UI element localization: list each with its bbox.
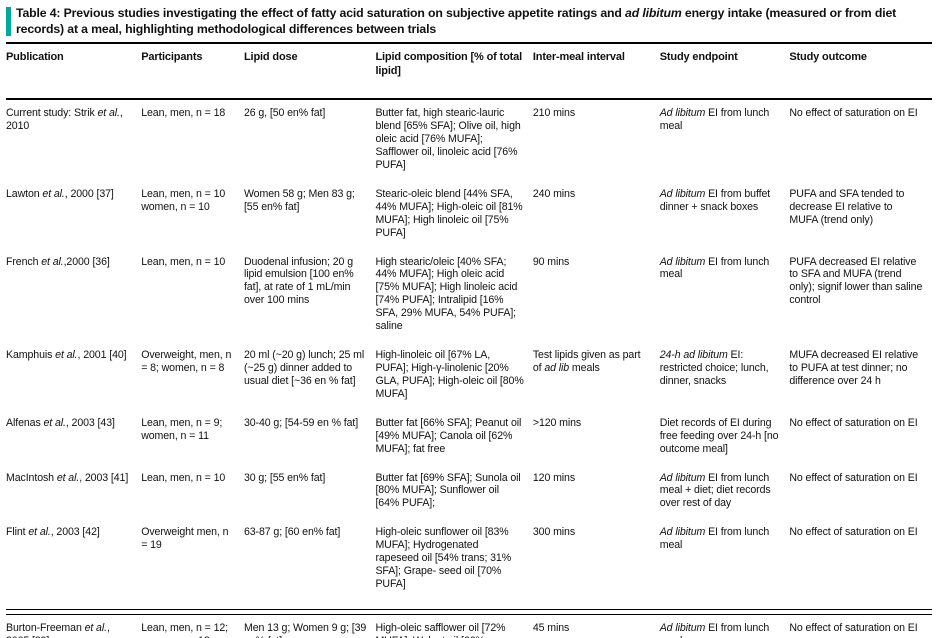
table-row: Burton-Freeman et al., 2005 [39] Lean, me… [6, 614, 932, 638]
cell-study-outcome: No effect of saturation on EI [789, 526, 918, 539]
cell-study-endpoint: Ad libitum EI from buffet dinner + snack… [659, 187, 771, 213]
table-row: French et al.,2000 [36] Lean, men, n = 10… [6, 249, 932, 343]
table-row: Current study: Strik et al., 2010 Lean, m… [6, 99, 932, 181]
cell-participants: Overweight men, n = 19 [141, 526, 229, 552]
table-row: Lawton et al., 2000 [37] Lean, men, n = 1… [6, 181, 932, 249]
cell-lipid-composition: High-oleic sunflower oil [83% MUFA]; Hyd… [375, 526, 512, 590]
cell-inter-meal-interval: 120 mins [532, 471, 576, 484]
cell-lipid-dose: 63-87 g; [60 en% fat] [243, 526, 341, 539]
table-row: Alfenas et al., 2003 [43] Lean, men, n = … [6, 410, 932, 465]
column-header: Study endpoint [659, 44, 790, 101]
cell-lipid-dose: 26 g, [50 en% fat] [243, 107, 326, 120]
cell-study-endpoint: 24-h ad libitum EI: restricted choice; l… [659, 349, 769, 387]
cell-study-endpoint: Diet records of EI during free feeding o… [659, 416, 779, 455]
table-caption: Table 4: Previous studies investigating … [6, 5, 932, 37]
cell-study-outcome: PUFA decreased EI relative to SFA and MU… [789, 255, 923, 307]
cell-inter-meal-interval: 240 mins [532, 187, 576, 200]
column-header: Inter-meal interval [532, 44, 660, 101]
cell-lipid-composition: High stearic/oleic [40% SFA; 44% MUFA]; … [375, 255, 518, 333]
cell-study-endpoint: Ad libitum EI from lunch meal [659, 107, 770, 133]
cell-inter-meal-interval: 300 mins [532, 526, 576, 539]
cell-lipid-composition: High-linoleic oil [67% LA, PUFA]; High-γ… [375, 349, 524, 400]
studies-table: Publication Participants Lipid dose Lipid c… [6, 44, 932, 638]
cell-lipid-dose: 20 ml (~20 g) lunch; 25 ml (~25 g) dinne… [243, 349, 365, 387]
column-header: Lipid composition [% of total lipid] [375, 44, 533, 101]
header-row: Publication Participants Lipid dose Lipid c… [6, 44, 932, 101]
table-row: Flint et al., 2003 [42] Overweight men, n… [6, 519, 932, 609]
cell-study-outcome: No effect of saturation on EI [789, 471, 918, 484]
cell-participants: Lean, men, n = 10 [141, 255, 226, 268]
table-title: Table 4: Previous studies investigating … [16, 6, 897, 37]
cell-publication: Alfenas et al., 2003 [43] [6, 416, 115, 429]
table-row: MacIntosh et al., 2003 [41] Lean, men, n … [6, 465, 932, 520]
cell-inter-meal-interval: Test lipids given as part of ad lib meal… [532, 349, 641, 374]
cell-participants: Lean, men, n = 12; women, n = 13 [141, 621, 229, 638]
cell-inter-meal-interval: >120 mins [532, 416, 582, 429]
cell-inter-meal-interval: 210 mins [532, 107, 576, 120]
cell-study-outcome: MUFA decreased EI relative to PUFA at te… [789, 349, 919, 387]
column-header: Study outcome [789, 44, 932, 101]
cell-inter-meal-interval: 90 mins [532, 255, 570, 268]
cell-publication: Kamphuis et al., 2001 [40] [6, 349, 127, 362]
column-header: Lipid dose [243, 44, 376, 101]
cell-lipid-dose: Women 58 g; Men 83 g; [55 en% fat] [243, 187, 355, 213]
section-divider-rule [6, 608, 932, 615]
cell-study-endpoint: Ad libitum EI from lunch meal [659, 526, 770, 552]
cell-study-outcome: No effect of saturation on EI [789, 621, 918, 634]
cell-lipid-dose: Men 13 g; Women 9 g; [39 en% fat] [243, 621, 367, 638]
caption-accent-bar [6, 7, 11, 36]
cell-lipid-composition: High-oleic safflower oil [72% MUFA]; Wal… [375, 621, 506, 638]
table-header: Publication Participants Lipid dose Lipid c… [6, 44, 932, 101]
cell-lipid-composition: Butter fat [66% SFA]; Peanut oil [49% MU… [375, 416, 522, 455]
cell-study-outcome: No effect of saturation on EI [789, 107, 918, 120]
cell-study-endpoint: Ad libitum EI from lunch meal [659, 255, 770, 281]
cell-publication: Lawton et al., 2000 [37] [6, 187, 114, 200]
cell-lipid-dose: Duodenal infusion; 20 g lipid emulsion [… [243, 255, 354, 307]
cell-lipid-composition: Butter fat, high stearic-lauric blend [6… [375, 107, 521, 171]
section-divider [6, 608, 932, 615]
column-header: Publication [6, 44, 142, 101]
column-header: Participants [141, 44, 244, 101]
cell-study-outcome: PUFA and SFA tended to decrease EI relat… [789, 187, 905, 226]
cell-publication: French et al.,2000 [36] [6, 255, 110, 268]
cell-inter-meal-interval: 45 mins [532, 621, 570, 634]
cell-participants: Lean, men, n = 9; women, n = 11 [141, 416, 223, 442]
cell-participants: Lean, men, n = 18 [141, 107, 226, 120]
cell-publication: MacIntosh et al., 2003 [41] [6, 471, 129, 484]
cell-lipid-composition: Butter fat [69% SFA]; Sunola oil [80% MU… [375, 471, 521, 510]
cell-study-endpoint: Ad libitum EI from lunch meal [659, 621, 770, 638]
table-row: Kamphuis et al., 2001 [40] Overweight, me… [6, 342, 932, 410]
cell-participants: Lean, men, n = 10 women, n = 10 [141, 187, 226, 213]
cell-study-outcome: No effect of saturation on EI [789, 416, 918, 429]
table-body: Current study: Strik et al., 2010 Lean, m… [6, 99, 932, 638]
cell-publication: Burton-Freeman et al., 2005 [39] [6, 621, 110, 638]
cell-participants: Lean, men, n = 10 [141, 471, 226, 484]
cell-lipid-dose: 30 g; [55 en% fat] [243, 471, 326, 484]
cell-publication: Current study: Strik et al., 2010 [6, 107, 123, 133]
cell-publication: Flint et al., 2003 [42] [6, 526, 100, 539]
cell-study-endpoint: Ad libitum EI from lunch meal + diet; di… [659, 471, 771, 510]
title-divider-rule [6, 42, 932, 45]
cell-lipid-composition: Stearic-oleic blend [44% SFA, 44% MUFA];… [375, 187, 523, 239]
cell-participants: Overweight, men, n = 8; women, n = 8 [141, 349, 232, 374]
cell-lipid-dose: 30-40 g; [54-59 en % fat] [243, 416, 359, 429]
